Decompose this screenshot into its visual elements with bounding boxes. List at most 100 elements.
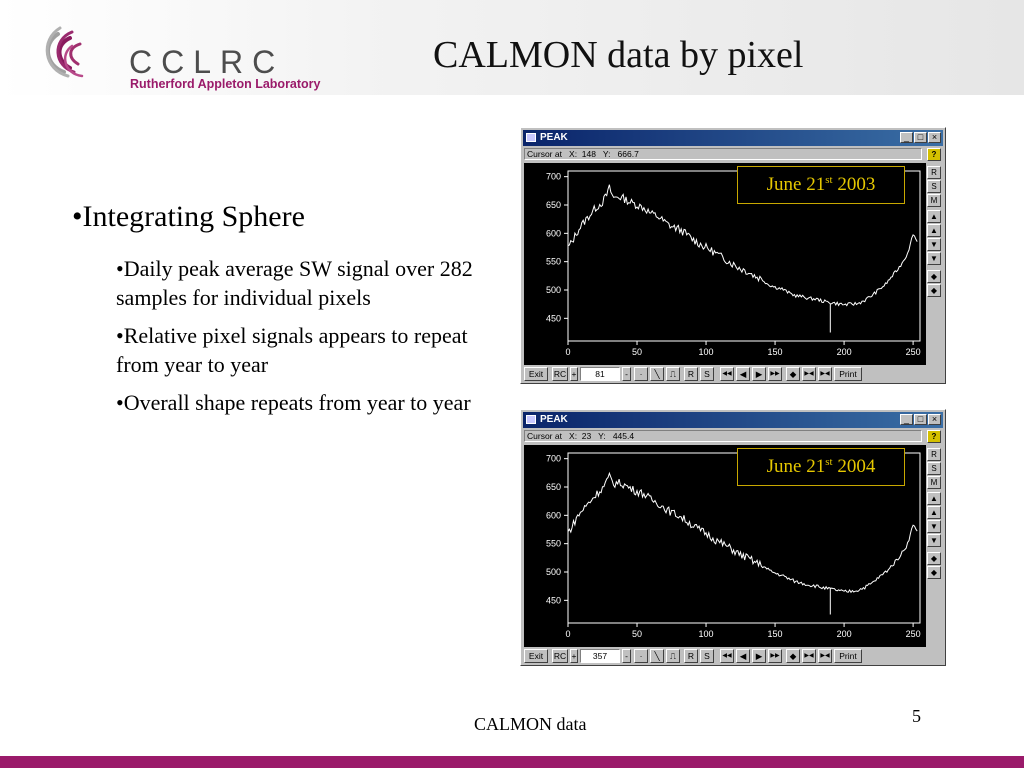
peak-chart-svg: 450 500 550 600 650 700 0 50 100 150 200 250 — [546, 452, 921, 639]
x-tick-label: 0 — [565, 347, 570, 357]
y-tick-label: 500 — [546, 567, 561, 577]
m-button[interactable]: M — [927, 194, 941, 207]
date-label-sup: st — [825, 456, 833, 468]
date-label-day: June 21 — [766, 174, 826, 195]
help-icon[interactable]: ? — [927, 430, 941, 443]
plus-button[interactable]: + — [570, 649, 578, 663]
y-tick-label: 450 — [546, 313, 561, 323]
bottom-arrow-icon[interactable]: ▼ — [927, 534, 941, 547]
fit-icon[interactable]: ▶◀ — [818, 367, 832, 381]
last-icon[interactable]: ▶▶ — [768, 367, 782, 381]
rc-button[interactable]: RC — [552, 649, 568, 663]
y-tick-label: 550 — [546, 257, 561, 267]
close-button[interactable]: × — [928, 414, 941, 425]
zoom-in-icon[interactable]: ◆ — [786, 649, 800, 663]
dot-button[interactable]: · — [634, 649, 648, 663]
down-arrow-icon[interactable]: ▼ — [927, 520, 941, 533]
y-tick-label: 550 — [546, 539, 561, 549]
down-arrow-icon[interactable]: ▼ — [927, 238, 941, 251]
logo-text: CCLRC — [129, 44, 285, 80]
rc-button[interactable]: RC — [552, 367, 568, 381]
maximize-button[interactable]: □ — [914, 414, 927, 425]
toolbar-s-button[interactable]: S — [700, 649, 714, 663]
zoom-in-icon[interactable]: ◆ — [786, 367, 800, 381]
print-button[interactable]: Print — [834, 367, 862, 381]
r-button[interactable]: R — [927, 448, 941, 461]
footer-bar — [0, 756, 1024, 768]
sample-field[interactable]: 357 — [580, 649, 620, 663]
top-arrow-icon[interactable]: ▲ — [927, 210, 941, 223]
toolbar-s-button[interactable]: S — [700, 367, 714, 381]
toolbar-r-button[interactable]: R — [684, 649, 698, 663]
date-label: June 21st 2003 — [737, 166, 905, 204]
y-tick-label: 600 — [546, 228, 561, 238]
x-tick-label: 250 — [906, 347, 921, 357]
close-button[interactable]: × — [928, 132, 941, 143]
s-button[interactable]: S — [927, 462, 941, 475]
peak-series-line — [567, 471, 918, 615]
up-arrow-icon[interactable]: ▲ — [927, 506, 941, 519]
dot-button[interactable]: · — [634, 367, 648, 381]
prev-icon[interactable]: ◀ — [736, 649, 750, 663]
x-tick-label: 250 — [906, 629, 921, 639]
first-icon[interactable]: ◀◀ — [720, 649, 734, 663]
cursor-status-text: Cursor at X: 148 Y: 666.7 — [527, 149, 639, 159]
x-tick-label: 100 — [699, 347, 714, 357]
cursor-status-bar: Cursor at X: 23 Y: 445.4 — [524, 430, 922, 442]
next-icon[interactable]: ▶ — [752, 649, 766, 663]
step-tool-icon[interactable]: ⎍ — [666, 367, 680, 381]
s-button[interactable]: S — [927, 180, 941, 193]
fit-icon[interactable]: ▶◀ — [818, 649, 832, 663]
y-tick-label: 700 — [546, 172, 561, 182]
expand-icon[interactable]: ◆ — [927, 270, 941, 283]
up-arrow-icon[interactable]: ▲ — [927, 224, 941, 237]
y-tick-label: 700 — [546, 454, 561, 464]
exit-button[interactable]: Exit — [524, 367, 548, 381]
window-titlebar[interactable]: PEAK _ □ × — [523, 412, 943, 428]
bullet-sub-1: •Daily peak average SW signal over 282 s… — [116, 256, 473, 310]
footer-text: CALMON data — [474, 714, 587, 734]
toolbar-r-button[interactable]: R — [684, 367, 698, 381]
prev-icon[interactable]: ◀ — [736, 367, 750, 381]
y-tick-label: 500 — [546, 285, 561, 295]
date-label-sup: st — [825, 174, 833, 186]
help-icon[interactable]: ? — [927, 148, 941, 161]
first-icon[interactable]: ◀◀ — [720, 367, 734, 381]
y-tick-label: 450 — [546, 595, 561, 605]
minus-button[interactable]: - — [622, 649, 631, 663]
maximize-button[interactable]: □ — [914, 132, 927, 143]
last-icon[interactable]: ▶▶ — [768, 649, 782, 663]
date-label-year: 2003 — [832, 174, 876, 195]
bullet-sub-3: •Overall shape repeats from year to year — [116, 390, 471, 415]
expand-icon[interactable]: ◆ — [927, 552, 941, 565]
m-button[interactable]: M — [927, 476, 941, 489]
window-titlebar[interactable]: PEAK _ □ × — [523, 130, 943, 146]
window-title: PEAK — [540, 132, 568, 143]
x-tick-label: 0 — [565, 629, 570, 639]
top-arrow-icon[interactable]: ▲ — [927, 492, 941, 505]
minimize-button[interactable]: _ — [900, 132, 913, 143]
line-tool-icon[interactable]: ╲ — [650, 649, 664, 663]
zoom-out-icon[interactable]: ▶◀ — [802, 367, 816, 381]
plus-button[interactable]: + — [570, 367, 578, 381]
x-tick-label: 200 — [837, 347, 852, 357]
window-title: PEAK — [540, 414, 568, 425]
bullet-sub-2: •Relative pixel signals appears to repea… — [116, 323, 468, 377]
bottom-toolbar: Exit RC +81- · ╲ ⎍ R S ◀◀ ◀ ▶ ▶▶ ◆ ▶◀ ▶◀ Print — [524, 367, 942, 381]
r-button[interactable]: R — [927, 166, 941, 179]
minus-button[interactable]: - — [622, 367, 631, 381]
minimize-button[interactable]: _ — [900, 414, 913, 425]
sample-field[interactable]: 81 — [580, 367, 620, 381]
collapse-icon[interactable]: ◆ — [927, 284, 941, 297]
line-tool-icon[interactable]: ╲ — [650, 367, 664, 381]
zoom-out-icon[interactable]: ▶◀ — [802, 649, 816, 663]
peak-series-line — [567, 184, 918, 333]
next-icon[interactable]: ▶ — [752, 367, 766, 381]
exit-button[interactable]: Exit — [524, 649, 548, 663]
bottom-arrow-icon[interactable]: ▼ — [927, 252, 941, 265]
collapse-icon[interactable]: ◆ — [927, 566, 941, 579]
cclrc-swirl-icon — [45, 26, 84, 78]
cclrc-logo: CCLRC Rutherford Appleton Laboratory — [34, 10, 321, 91]
step-tool-icon[interactable]: ⎍ — [666, 649, 680, 663]
print-button[interactable]: Print — [834, 649, 862, 663]
